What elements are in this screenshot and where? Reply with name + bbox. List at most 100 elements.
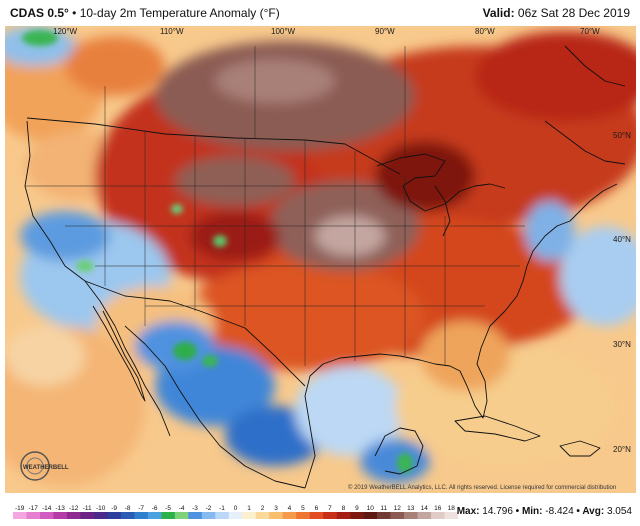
colorbar-tick-label: -3 — [192, 505, 198, 512]
valid-value: 06z Sat 28 Dec 2019 — [514, 6, 630, 20]
colorbar-tick-label: -10 — [96, 505, 106, 512]
colorbar-swatch — [444, 512, 458, 519]
colorbar-swatch — [53, 512, 68, 519]
colorbar-swatch — [93, 512, 108, 519]
colorbar-tick-label: 16 — [434, 505, 442, 512]
colorbar-tick-label: 5 — [301, 505, 305, 512]
weatherbell-logo: WEATHERBELL — [20, 451, 69, 481]
colorbar-tick-label: -17 — [28, 505, 38, 512]
min-label: • Min: — [512, 506, 543, 517]
colorbar-swatch — [120, 512, 135, 519]
max-value: 14.796 — [479, 506, 513, 517]
lon-label-80: 80°W — [475, 27, 495, 36]
colorbar-swatch — [363, 512, 378, 519]
colorbar-swatch — [201, 512, 216, 519]
colorbar-swatch — [228, 512, 243, 519]
anomaly-map: 120°W 110°W 100°W 90°W 80°W 70°W 50°N 40… — [5, 26, 636, 493]
colorbar-tick-label: -14 — [42, 505, 52, 512]
colorbar-swatch — [296, 512, 310, 519]
lon-label-70: 70°W — [580, 27, 600, 36]
colorbar-swatch — [390, 512, 405, 519]
colorbar-swatch — [80, 512, 95, 519]
colorbar-swatch — [255, 512, 270, 519]
product-description: • 10-day 2m Temperature Anomaly (°F) — [68, 6, 280, 20]
colorbar-swatch — [13, 512, 27, 519]
colorbar-tick-label: 2 — [261, 505, 265, 512]
colorbar-tick-label: 11 — [380, 505, 387, 512]
colorbar-tick-label: 0 — [234, 505, 238, 512]
stats-summary: Max: 14.796 • Min: -8.424 • Avg: 3.054 — [457, 506, 632, 517]
lon-label-120: 120°W — [53, 27, 78, 36]
graticule-labels: 120°W 110°W 100°W 90°W 80°W 70°W 50°N 40… — [53, 27, 631, 454]
colorbar-swatch — [242, 512, 257, 519]
colorbar-swatch — [188, 512, 203, 519]
colorbar-tick-label: -7 — [138, 505, 144, 512]
avg-value: 3.054 — [604, 506, 632, 517]
colorbar-tick-label: 3 — [274, 505, 278, 512]
colorbar-swatch — [269, 512, 283, 519]
colorbar-swatch — [323, 512, 337, 519]
footer: -19 -17 -14 -13 -12 -11 -10 -9 -8 -7 -6 -5 -4 -3 -2 -1 0… — [0, 493, 640, 526]
colorbar-tick-label: -5 — [165, 505, 171, 512]
valid-time: Valid: 06z Sat 28 Dec 2019 — [483, 6, 630, 20]
colorbar-tick-label: 4 — [288, 505, 292, 512]
colorbar-tick-label: -12 — [69, 505, 79, 512]
colorbar-tick-label: 9 — [355, 505, 359, 512]
colorbar-tick-label: 6 — [315, 505, 319, 512]
colorbar-swatch — [282, 512, 297, 519]
colorbar-tick-label: -11 — [83, 505, 92, 512]
map-canvas: 120°W 110°W 100°W 90°W 80°W 70°W 50°N 40… — [5, 26, 636, 493]
min-value: -8.424 — [542, 506, 574, 517]
state-lines — [25, 46, 525, 366]
colorbar-swatch — [431, 512, 445, 519]
logo-text: WEATHERBELL — [23, 465, 69, 471]
lat-label-40: 40°N — [613, 235, 631, 244]
colorbar-tick-label: 8 — [342, 505, 346, 512]
colorbar-tick-label: 7 — [328, 505, 332, 512]
colorbar-tick-label: 14 — [421, 505, 429, 512]
colorbar-tick-label: 1 — [247, 505, 251, 512]
colorbar-swatch — [39, 512, 54, 519]
colorbar-tick-label: -2 — [206, 505, 212, 512]
valid-label: Valid: — [482, 6, 515, 20]
colorbar-swatch — [107, 512, 122, 519]
colorbar-tick-label: -9 — [111, 505, 117, 512]
lon-label-90: 90°W — [375, 27, 395, 36]
model-name: CDAS 0.5° — [10, 6, 69, 20]
colorbar-swatch — [66, 512, 81, 519]
colorbar-swatch — [309, 512, 324, 519]
colorbar-swatch — [174, 512, 189, 519]
colorbar-swatch — [350, 512, 364, 519]
anomaly-field — [5, 26, 636, 486]
copyright-credit: © 2019 WeatherBELL Analytics, LLC. All r… — [348, 484, 616, 491]
colorbar-swatch — [26, 512, 41, 519]
avg-label: • Avg: — [573, 506, 605, 517]
colorbar-swatch — [215, 512, 230, 519]
colorbar-swatch — [134, 512, 149, 519]
colorbar-tick-label: 13 — [407, 505, 415, 512]
max-label: Max: — [456, 506, 480, 517]
colorbar-swatch — [404, 512, 418, 519]
colorbar-swatch — [336, 512, 351, 519]
colorbar-tick-label: -1 — [219, 505, 225, 512]
colorbar-swatch — [377, 512, 391, 519]
lon-label-100: 100°W — [271, 27, 296, 36]
colorbar-tick-label: -8 — [125, 505, 131, 512]
cold-pockets — [22, 30, 413, 473]
color-scale: -19 -17 -14 -13 -12 -11 -10 -9 -8 -7 -6 -5 -4 -3 -2 -1 0… — [13, 505, 458, 519]
colorbar-tick-label: 18 — [448, 505, 456, 512]
header: CDAS 0.5° • 10-day 2m Temperature Anomal… — [0, 0, 640, 26]
colorbar-tick-label: -6 — [152, 505, 158, 512]
colorbar-tick-label: 12 — [394, 505, 402, 512]
colorbar-swatch — [161, 512, 176, 519]
colorbar-swatch — [417, 512, 432, 519]
colorbar-swatch — [147, 512, 162, 519]
colorbar-tick-label: -4 — [179, 505, 185, 512]
lat-label-20: 20°N — [613, 445, 631, 454]
lon-label-110: 110°W — [160, 27, 184, 36]
map-title: CDAS 0.5° • 10-day 2m Temperature Anomal… — [10, 6, 280, 20]
lat-label-50: 50°N — [613, 131, 631, 140]
colorbar-tick-label: 10 — [367, 505, 375, 512]
boundaries — [24, 45, 626, 489]
lat-label-30: 30°N — [613, 340, 631, 349]
